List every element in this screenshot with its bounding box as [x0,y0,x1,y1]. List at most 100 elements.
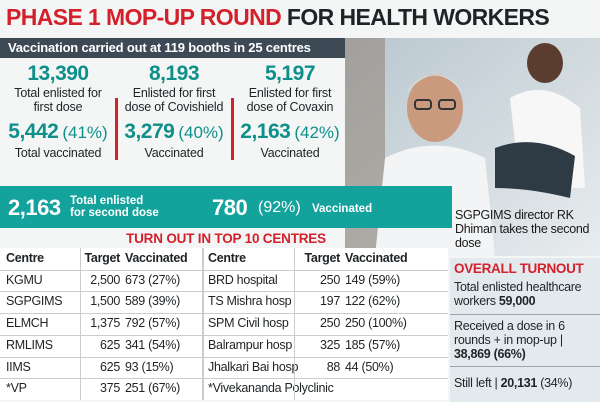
column-header: Centre [6,251,44,265]
overall-left-label: Still left | [454,376,498,390]
table-cell: 589 (39%) [125,294,180,309]
table-cell: SPM Civil hosp [208,316,289,331]
photo-caption: SGPGIMS director RK Dhiman takes the sec… [455,208,590,250]
table-cell: 325 [320,337,340,352]
stat-vaccinated-row: 5,442 (41%) [2,120,114,144]
second-enlisted-label: for second dose [70,207,159,219]
second-enlisted-label: Total enlisted [70,195,144,207]
stat-vaccinated-row: 2,163 (42%) [234,120,346,144]
stat-vaccinated: 5,442 [8,120,59,143]
table-cell: TS Mishra hosp [208,294,292,309]
table-cell: 1,500 [90,294,120,309]
photo-arm [495,142,575,198]
table-footnote: *Vivekananda Polyclinic [208,381,334,396]
table-cell: 1,375 [90,316,120,331]
stat-column: 13,390 Total enlisted for first dose 5,442… [2,62,114,160]
divider [115,98,118,160]
overall-left-percent: (34%) [540,376,573,390]
table-cell: 250 [320,272,340,287]
table-cell: 625 [100,337,120,352]
column-header: Target [304,251,341,265]
stat-vaccinated: 3,279 [124,120,175,143]
table-cell: BRD hospital [208,272,278,287]
column-header: Vaccinated [345,251,408,265]
table-cell: 88 [326,359,341,374]
table-cell: 251 (67%) [125,381,180,396]
table-cell: 250 [320,316,340,331]
table-cell: 185 (57%) [345,337,400,352]
stat-vaccinated: 2,163 [240,120,291,143]
table-cell: 341 (54%) [125,337,180,352]
title: PHASE 1 MOP-UP ROUND FOR HEALTH WORKERS [6,4,550,31]
column-line [203,248,204,400]
second-vaccinated-label: Vaccinated [312,203,373,215]
second-vaccinated: 780 [212,195,248,220]
row-line [0,313,448,315]
stat-enlisted: 13,390 [27,62,89,85]
stat-column: 5,197 Enlisted for first dose of Covaxin 2… [234,62,346,160]
column-line [202,248,203,400]
separator [450,366,600,367]
stat-enlisted: 8,193 [148,62,200,85]
stat-vaccinated-label: Vaccinated [144,146,204,160]
row-line [0,291,448,293]
second-dose-bar: 2,163 Total enlisted for second dose 780… [0,186,452,228]
column-line [80,248,81,400]
photo-glasses [438,99,456,110]
overall-enlisted-value: 59,000 [498,294,536,308]
stat-enlisted-label: Enlisted for first dose of Covishield [124,86,224,114]
overall-received: Received a dose in 6 rounds + in mop-up … [454,319,598,361]
photo [345,38,600,256]
table-cell: Jhalkari Bai hosp [208,359,299,374]
stat-percent: (42%) [294,123,340,142]
table-cell: 44 (50%) [345,359,394,374]
table-cell: ELMCH [6,316,49,331]
stat-percent: (41%) [62,123,108,142]
row-line [0,269,448,271]
subtitle: Vaccination carried out at 119 booths in… [8,40,311,55]
table-cell: 625 [100,359,120,374]
overall-enlisted: Total enlisted healthcare workers 59,000 [454,280,598,308]
table: Centre Target Vaccinated KGMU 2,500 673 (27%)… [0,248,448,400]
table-cell: 122 (62%) [345,294,400,309]
stat-vaccinated-row: 3,279 (40%) [118,120,230,144]
table-cell: KGMU [6,272,43,287]
separator [450,314,600,315]
second-enlisted: 2,163 [8,195,61,220]
table-cell: Balrampur hosp [208,337,293,352]
table-cell: 197 [320,294,340,309]
row-line [0,334,448,336]
table-cell: SGPGIMS [6,294,63,309]
table-cell: 149 (59%) [345,272,400,287]
table-cell: 250 (100%) [345,316,407,331]
overall-left: Still left | 20,131 (34%) [454,376,598,390]
stat-vaccinated-label: Vaccinated [260,146,320,160]
column-header: Vaccinated [125,251,188,265]
overall-received-label: Received a dose in 6 rounds + in mop-up … [454,319,565,347]
photo-glasses [414,99,432,110]
overall-received-value: 38,869 (66%) [454,347,526,361]
overall-left-value: 20,131 [500,376,538,390]
stat-column: 8,193 Enlisted for first dose of Covishie… [118,62,230,160]
stat-enlisted: 5,197 [264,62,316,85]
title-rest: FOR HEALTH WORKERS [286,4,550,30]
table-cell: IIMS [6,359,31,374]
table-cell: 673 (27%) [125,272,180,287]
stat-vaccinated-label: Total vaccinated [14,146,102,160]
row-line [0,356,448,358]
table-cell: 375 [100,381,120,396]
table-title: TURN OUT IN TOP 10 CENTRES [126,231,326,246]
photo-illustration [345,38,600,256]
overall-panel: OVERALL TURNOUT Total enlisted healthcar… [450,258,600,402]
table-cell: 2,500 [90,272,120,287]
second-percent: (92%) [258,199,301,216]
overall-enlisted-label: Total enlisted healthcare workers [454,280,582,308]
photo-nurse-head [527,43,563,83]
title-highlight: PHASE 1 MOP-UP ROUND [6,4,282,30]
subtitle-bar: Vaccination carried out at 119 booths in… [0,38,345,58]
table-cell: 792 (57%) [125,316,180,331]
stat-percent: (40%) [178,123,224,142]
table-cell: *VP [6,381,27,396]
table-cell: RMLIMS [6,337,53,352]
